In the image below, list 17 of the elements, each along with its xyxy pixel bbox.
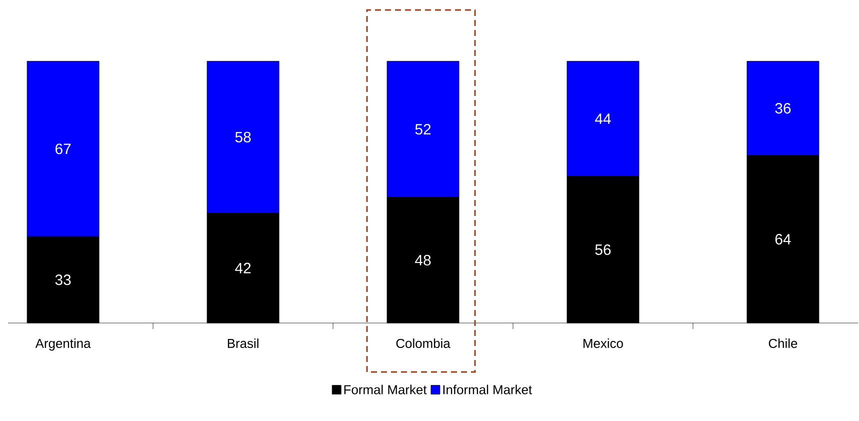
data-label: 33 (55, 274, 71, 286)
x-tick-label: Colombia (396, 338, 450, 348)
legend-label: Informal Market (443, 384, 532, 394)
data-label: 64 (775, 234, 791, 244)
data-label: 67 (56, 144, 71, 154)
legend-label: Formal Market (344, 384, 427, 394)
x-tick-label: Argentina (35, 338, 91, 351)
data-label: 56 (595, 244, 611, 255)
data-label: 42 (235, 262, 251, 274)
data-label: 58 (235, 132, 251, 142)
x-tick-label: Mexico (584, 338, 623, 348)
x-tick-label: Brasil (228, 338, 258, 348)
x-tick-label: Chile (768, 338, 798, 348)
data-label: 48 (415, 254, 431, 266)
data-label: 52 (415, 124, 431, 135)
data-label: 44 (595, 114, 611, 124)
data-label: 36 (775, 103, 791, 114)
